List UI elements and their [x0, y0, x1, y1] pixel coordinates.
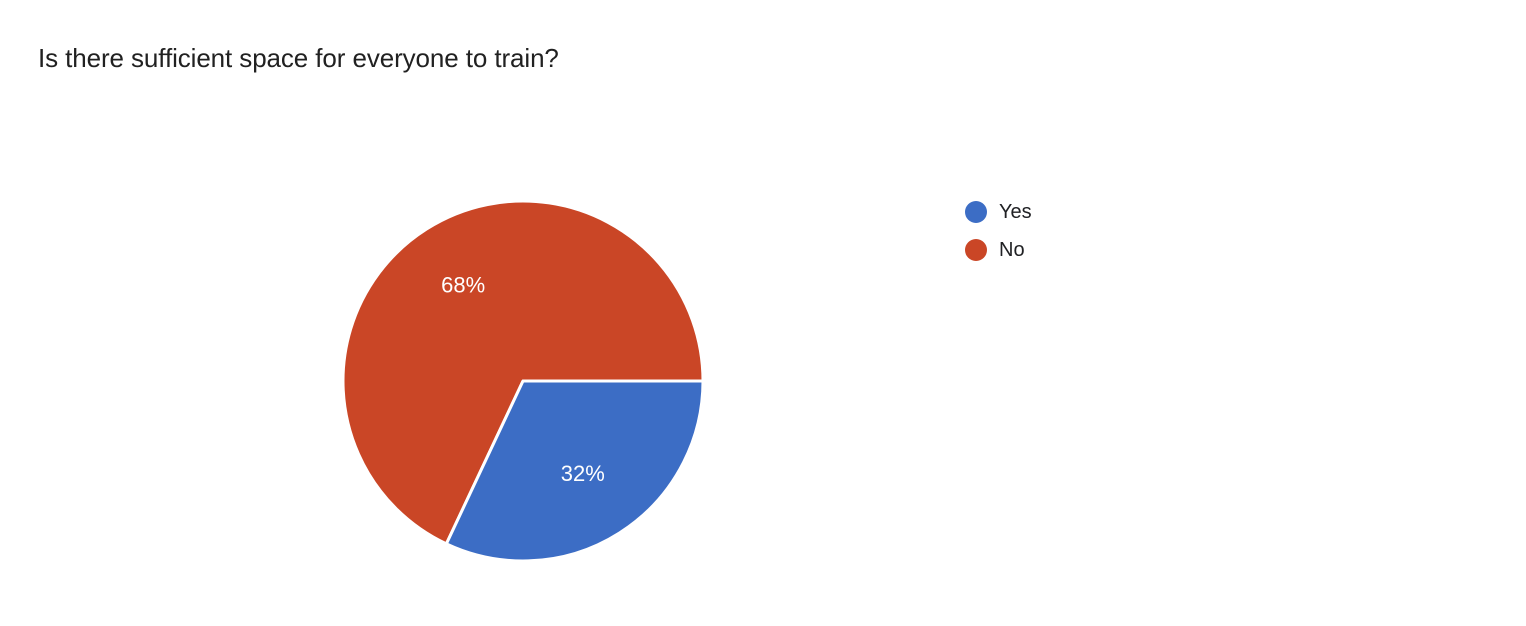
pie-chart-svg: 68% 32% [341, 199, 705, 563]
pie-slice-label-no: 68% [441, 273, 485, 298]
pie-slice-no[interactable] [341, 199, 705, 546]
legend-item-no[interactable]: No [965, 235, 1032, 265]
page-title: Is there sufficient space for everyone t… [38, 43, 559, 73]
chart-legend: Yes No [965, 197, 1032, 265]
legend-item-label: No [999, 239, 1025, 261]
legend-item-label: Yes [999, 201, 1032, 223]
legend-color-swatch-icon [965, 239, 987, 261]
pie-chart: 68% 32% [341, 199, 705, 563]
pie-slice-label-yes: 32% [561, 461, 605, 486]
legend-item-yes[interactable]: Yes [965, 197, 1032, 227]
legend-color-swatch-icon [965, 201, 987, 223]
pie-slice-yes[interactable] [444, 379, 705, 563]
